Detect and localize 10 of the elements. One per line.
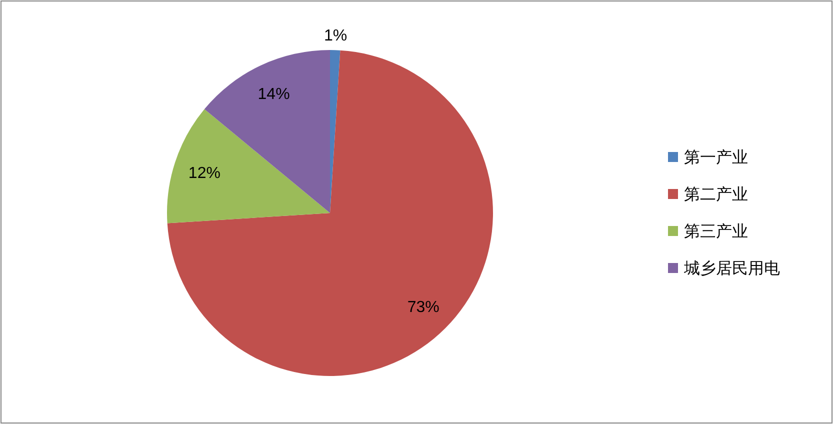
legend-label: 第一产业 — [684, 148, 748, 167]
data-label: 12% — [188, 164, 220, 182]
pie-slice — [167, 109, 330, 224]
legend-label: 第二产业 — [684, 186, 748, 204]
pie-slice — [167, 50, 493, 376]
legend-label: 城乡居民用电 — [683, 260, 780, 278]
data-label: 14% — [258, 86, 290, 104]
legend-label: 第三产业 — [684, 222, 748, 241]
data-label: 73% — [407, 298, 440, 316]
data-label: 1% — [324, 28, 348, 45]
